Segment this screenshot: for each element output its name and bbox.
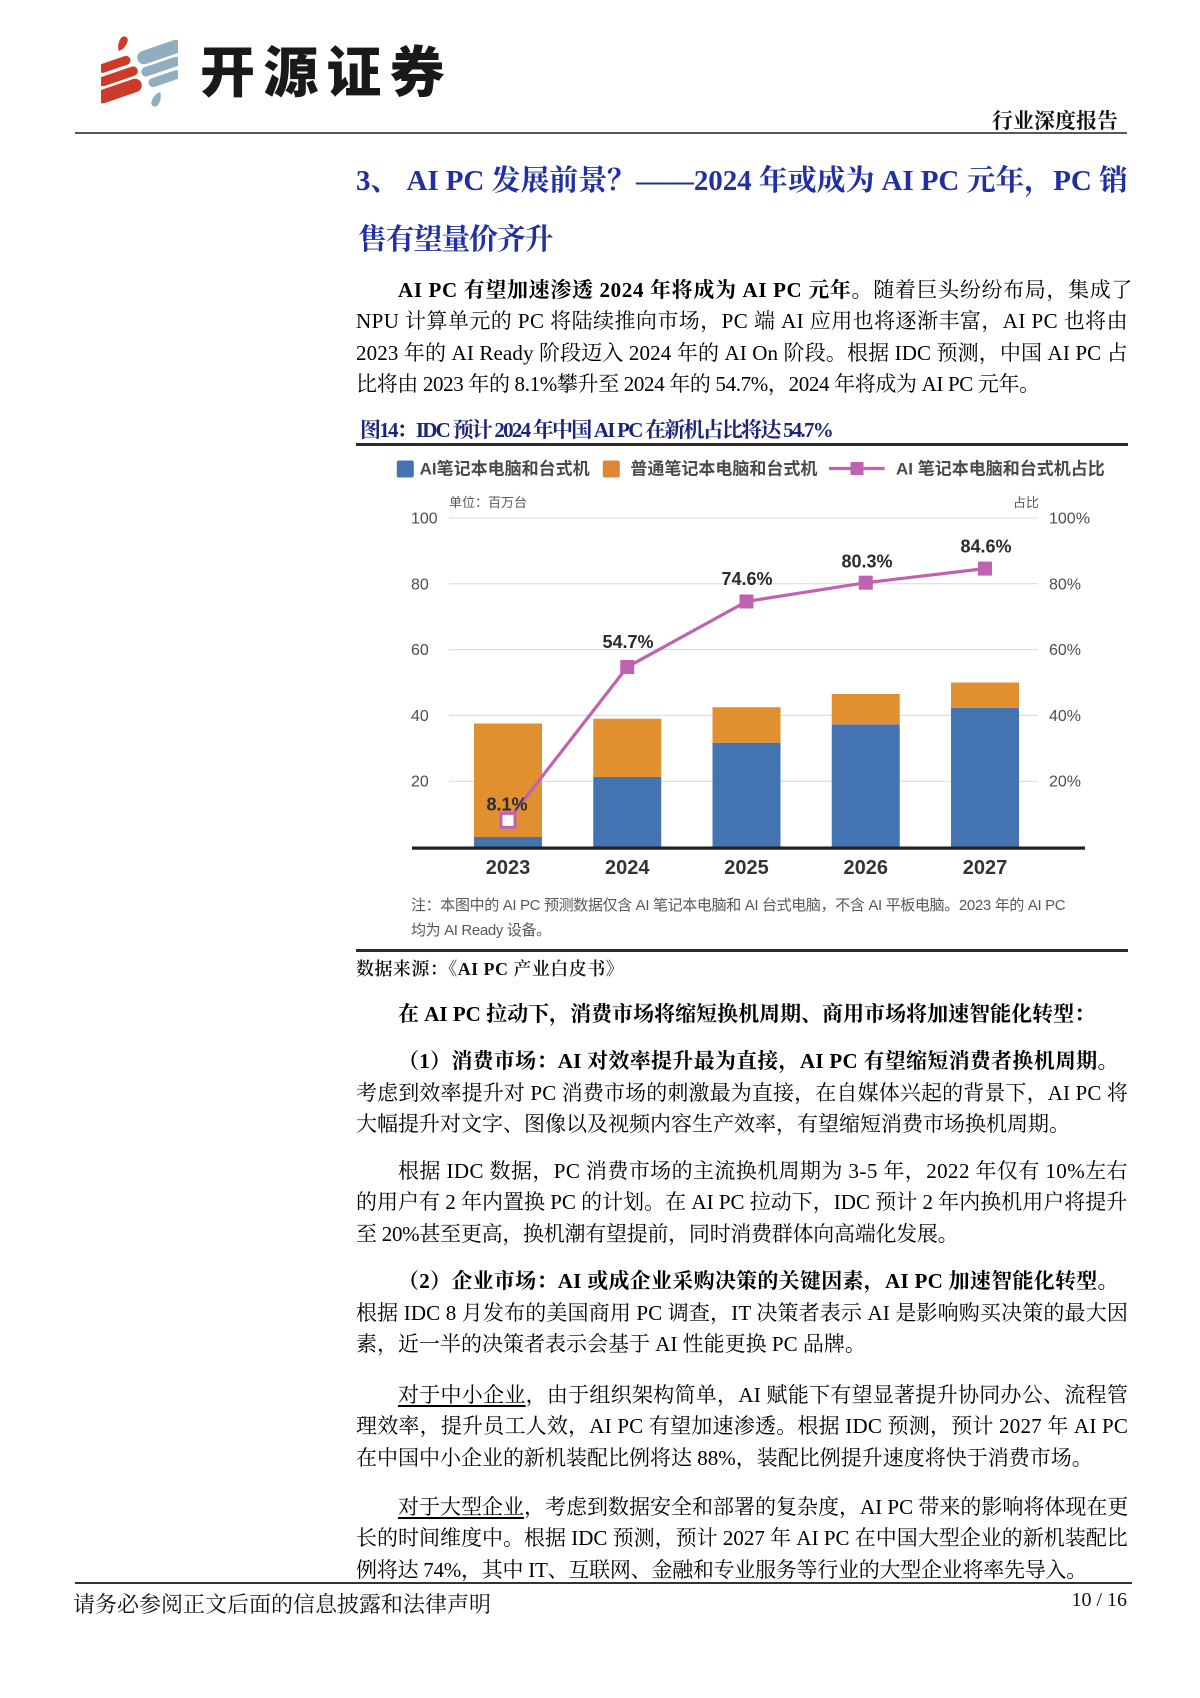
svg-text:8.1%: 8.1% <box>486 795 527 815</box>
svg-text:74.6%: 74.6% <box>721 569 772 589</box>
svg-text:84.6%: 84.6% <box>960 537 1011 557</box>
svg-text:100: 100 <box>411 511 438 528</box>
svg-text:AI 笔记本电脑和台式机占比: AI 笔记本电脑和台式机占比 <box>896 459 1105 479</box>
svg-text:2024: 2024 <box>605 857 650 879</box>
svg-text:2026: 2026 <box>844 857 889 879</box>
svg-text:80: 80 <box>411 576 429 593</box>
svg-text:20%: 20% <box>1049 774 1081 791</box>
svg-text:占比: 占比 <box>1013 495 1039 510</box>
svg-text:20: 20 <box>411 774 429 791</box>
svg-text:54.7%: 54.7% <box>602 632 653 652</box>
svg-text:2025: 2025 <box>724 857 769 879</box>
svg-text:60%: 60% <box>1049 642 1081 659</box>
svg-text:2027: 2027 <box>963 857 1008 879</box>
svg-text:80%: 80% <box>1049 576 1081 593</box>
svg-text:100%: 100% <box>1049 511 1090 528</box>
svg-text:60: 60 <box>411 642 429 659</box>
svg-text:40%: 40% <box>1049 708 1081 725</box>
svg-text:普通笔记本电脑和台式机: 普通笔记本电脑和台式机 <box>630 459 817 479</box>
svg-text:AI笔记本电脑和台式机: AI笔记本电脑和台式机 <box>420 459 590 479</box>
svg-text:单位：百万台: 单位：百万台 <box>449 495 527 510</box>
svg-text:80.3%: 80.3% <box>841 552 892 572</box>
svg-text:2023: 2023 <box>486 857 531 879</box>
svg-text:40: 40 <box>411 708 429 725</box>
